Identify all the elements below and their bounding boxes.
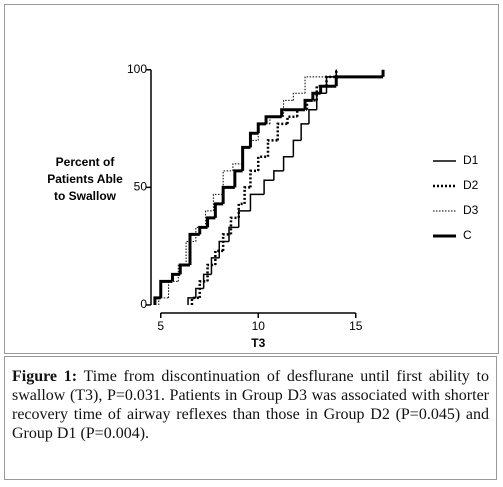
step-segment (210, 257, 220, 275)
step-segment (249, 169, 259, 188)
step-segment (249, 193, 265, 211)
step-segment (319, 84, 337, 94)
y-axis-title: Patients Able (47, 172, 123, 186)
step-segment (214, 249, 224, 265)
step-segment (238, 210, 251, 228)
step-segment (282, 156, 294, 171)
step-segment (263, 179, 274, 195)
step-segment (311, 91, 321, 101)
step-segment (325, 75, 337, 87)
step-segment (266, 139, 278, 157)
step-segment (221, 185, 235, 204)
step-segment (292, 92, 306, 101)
step-segment (237, 202, 245, 218)
step-segment (206, 263, 216, 282)
step-segment (276, 122, 288, 141)
step-segment (198, 280, 208, 298)
step-segment (283, 99, 294, 117)
step-segment (280, 108, 306, 117)
step-segment (213, 202, 224, 218)
step-segment (170, 272, 181, 282)
step-segment (292, 139, 302, 157)
caption-label: Figure 1: (12, 368, 78, 385)
step-segment (232, 163, 243, 171)
step-segment (273, 170, 284, 181)
step-segment (168, 280, 179, 298)
step-segment (286, 115, 298, 124)
step-segment (190, 296, 200, 305)
step-segment (243, 186, 251, 204)
step-segment (257, 123, 270, 141)
step-segment (229, 216, 239, 235)
legend-label: D3 (463, 203, 479, 217)
legend-label: D1 (463, 153, 479, 167)
y-tick-label: 50 (134, 180, 148, 194)
step-segment (205, 210, 214, 228)
legend-label: C (463, 228, 472, 242)
caption-text: Time from discontinuation of desflurane … (12, 368, 490, 442)
y-axis-title: Percent of (56, 155, 116, 169)
step-segment (256, 122, 267, 134)
step-segment (188, 232, 200, 265)
step-segment (300, 123, 309, 141)
step-segment (304, 76, 337, 94)
y-tick-label: 0 (140, 297, 147, 311)
x-axis-title: T3 (251, 336, 265, 350)
step-segment (195, 287, 204, 298)
step-segment (212, 193, 224, 211)
step-segment (228, 226, 239, 242)
step-segment (303, 98, 313, 110)
caption: Figure 1: Time from discontinuation of d… (4, 356, 497, 480)
y-tick-label: 100 (127, 62, 147, 76)
step-segment (222, 170, 233, 195)
step-segment (264, 115, 282, 124)
step-segment (159, 279, 173, 298)
step-segment (316, 92, 327, 110)
step-segment (308, 108, 317, 124)
step-segment (198, 225, 208, 235)
step-segment (248, 131, 259, 148)
step-segment (218, 240, 229, 258)
x-tick-label: 15 (349, 319, 363, 333)
step-segment (233, 169, 243, 188)
step-segment (202, 273, 212, 289)
step-segment (185, 240, 196, 265)
step-segment (178, 263, 190, 275)
step-segment (221, 233, 231, 251)
step-segment (257, 155, 268, 171)
chart: 0 50 100 5 10 15 T3 Percent of Patients Able to S… (47, 62, 479, 350)
step-segment (334, 75, 384, 87)
y-axis-title: to Swallow (54, 189, 117, 203)
step-segment (153, 296, 161, 305)
legend-label: D2 (463, 178, 479, 192)
step-segment (241, 145, 251, 171)
figure: 0 50 100 5 10 15 T3 Percent of Patients Able to S… (4, 4, 499, 354)
step-segment (206, 216, 216, 228)
x-tick-label: 10 (252, 319, 266, 333)
x-tick-label: 5 (157, 319, 164, 333)
